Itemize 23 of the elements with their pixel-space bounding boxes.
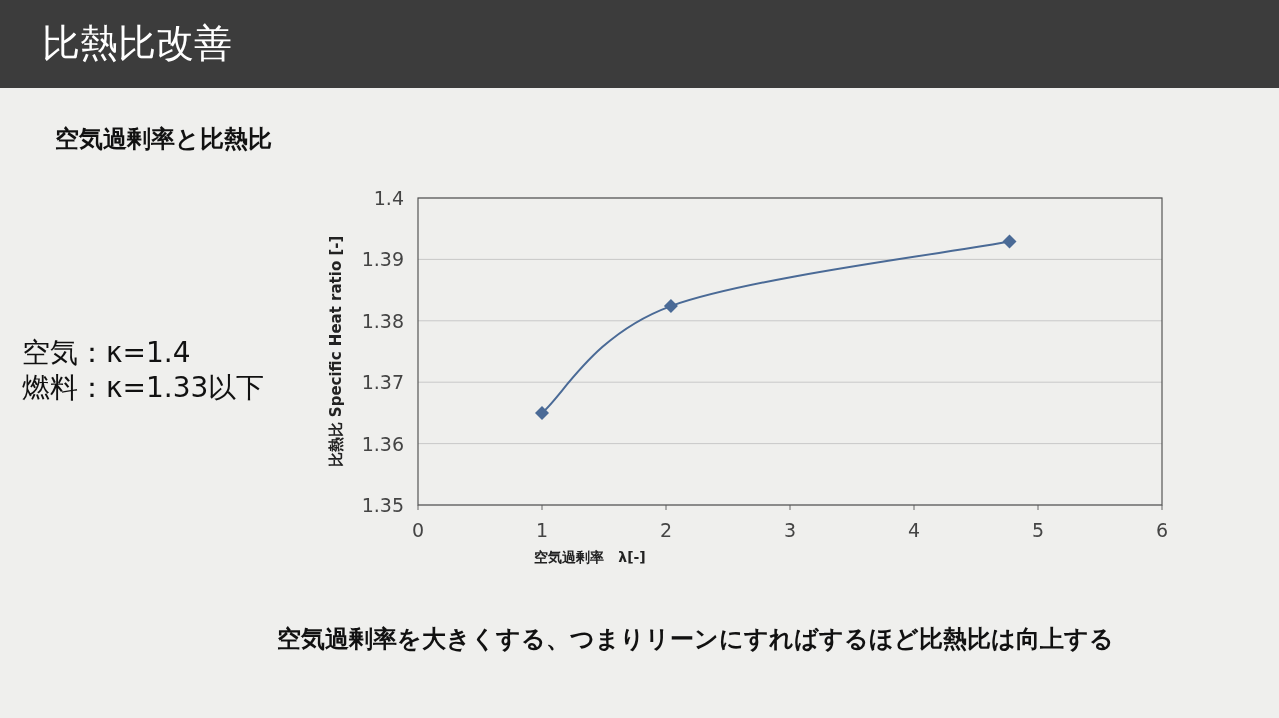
text: 空気過剰率と比熱比	[55, 125, 272, 153]
y-tick-label: 1.35	[361, 494, 404, 516]
text: 空気過剰率を大きくする、つまりリーンにすればするほど比熱比は向上する	[276, 625, 1114, 653]
y-tick-label: 1.38	[361, 309, 404, 332]
y-tick-label: 1.37	[361, 371, 404, 394]
x-tick-label: 4	[907, 519, 921, 541]
x-tick-label: 6	[1155, 519, 1169, 541]
point	[663, 299, 678, 314]
y-axis-title: 比熱比 Specific Heat ratio [-]	[327, 235, 345, 468]
chart-title: 比熱比改善	[42, 21, 232, 65]
y-tick-label: 1.36	[361, 432, 404, 455]
point	[535, 405, 549, 420]
x-tick-label: 5	[1031, 519, 1045, 541]
y-tick-label: 1.4	[373, 187, 404, 209]
x-tick-label: 3	[783, 519, 797, 541]
text: 燃料：κ=1.33以下	[22, 371, 265, 404]
y-tick-label: 1.39	[361, 248, 404, 271]
x-axis-title: 空気過剰率 λ[-]	[534, 549, 646, 565]
text: 空気：κ=1.4	[22, 336, 191, 369]
x-tick-label: 2	[659, 519, 673, 541]
x-tick-label: 1	[535, 519, 549, 541]
x-tick-label: 0	[411, 519, 425, 541]
point	[1002, 234, 1017, 249]
